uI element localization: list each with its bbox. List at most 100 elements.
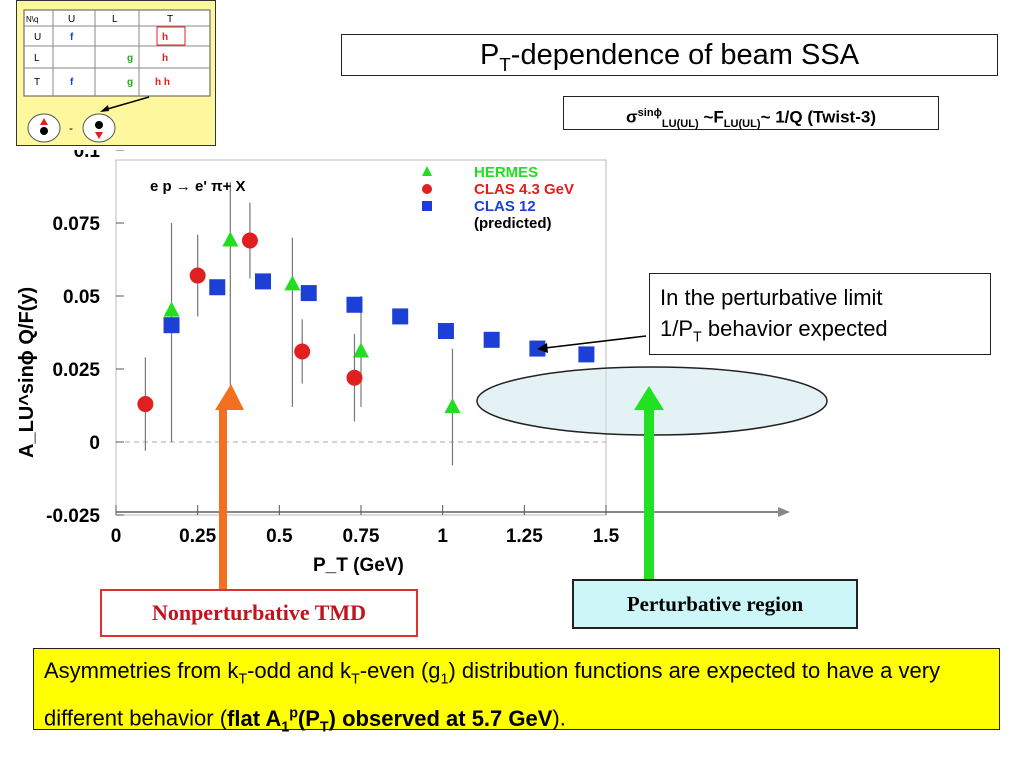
page-title: PT-dependence of beam SSA: [341, 34, 998, 76]
formula-f-sub: LU(UL): [723, 118, 761, 131]
summary-bold: flat A1p(PT) observed at 5.7 GeV: [227, 705, 553, 735]
summary-bold-text: ) observed at 5.7 GeV: [328, 705, 553, 731]
formula-sigma-sup: sinϕ: [637, 107, 662, 119]
tmd-pointer-head: [100, 105, 109, 112]
clas43-point: [189, 267, 206, 284]
y-tick-label: 0.05: [63, 287, 100, 308]
tmd-table-frame: [23, 9, 211, 97]
limit-note-line1: In the perturbative limit: [660, 285, 883, 310]
clas43-point: [241, 232, 258, 249]
tmd-cell-f1t: f: [70, 77, 74, 88]
y-tick-label: 0.1: [74, 150, 101, 162]
reaction-label: e p → e' π+ X: [150, 178, 246, 195]
clas43-point: [294, 343, 311, 360]
summary-bold-text: flat A: [227, 705, 282, 731]
summary-bold-sub: T: [319, 719, 329, 736]
clas12-point: [529, 340, 546, 357]
title-sub: T: [499, 53, 511, 75]
x-axis-label: P_T (GeV): [313, 555, 404, 576]
legend-marker-clas12: [422, 201, 432, 211]
tmd-cell-h1-h1t: h h: [155, 77, 170, 88]
y-axis-label: A_LU^sinϕ Q/F(y): [16, 287, 38, 458]
x-tick-label: 1: [437, 526, 448, 547]
limit-note-rest: behavior expected: [701, 316, 888, 341]
formula-sigma: σ: [626, 107, 638, 127]
formula-f: ~F: [698, 107, 724, 127]
tmd-pointer-line: [103, 96, 150, 111]
y-tick-label: -0.025: [46, 506, 100, 527]
hermes-point: [284, 275, 301, 291]
tmd-table-panel: N\q U L T U L T f h g h f g h h -: [16, 0, 216, 146]
scaling-formula: σsinϕLU(UL) ~FLU(UL)~ 1/Q (Twist-3): [563, 96, 939, 130]
title-text-rest: -dependence of beam SSA: [510, 39, 860, 71]
x-tick-label: 1.5: [593, 526, 620, 547]
tmd-cell-h1perp: h: [162, 32, 168, 43]
legend-marker-hermes: [422, 166, 432, 176]
clas12-point: [578, 346, 595, 363]
perturbative-limit-note: In the perturbative limit 1/PT behavior …: [649, 273, 991, 355]
summary-text: Asymmetries from k: [44, 658, 239, 683]
title-text-p: P: [479, 39, 500, 71]
x-tick-label: 0.25: [179, 526, 216, 547]
y-tick-label: 0.025: [52, 360, 100, 381]
clas12-point: [483, 331, 500, 348]
x-axis-arrowhead: [778, 507, 790, 517]
clas12-point: [255, 273, 271, 290]
perturbative-region-label: Perturbative region: [572, 579, 858, 629]
hermes-point: [163, 301, 180, 317]
legend-label: CLAS 4.3 GeV: [474, 181, 574, 198]
hermes-point: [222, 231, 239, 247]
tmd-cell-f1: f: [70, 32, 74, 43]
summary-box: Asymmetries from kT-odd and kT-even (g1)…: [33, 648, 1000, 735]
axis-layer: 0 0.25 0.5 0.75 1 1.25 1.5 0.1 0.075 0.05 0.025 0 -0…: [46, 150, 790, 547]
clas12-point: [437, 323, 454, 340]
tmd-table-corner: N\q: [26, 15, 38, 24]
summary-sub: T: [351, 671, 360, 688]
hermes-point: [444, 397, 461, 413]
tmd-cell-h1l: h: [162, 53, 168, 64]
tmd-row-header: T: [34, 77, 40, 88]
limit-note-line2: 1/PT behavior expected: [660, 313, 980, 353]
legend-label: HERMES: [474, 164, 538, 181]
hermes-point: [353, 342, 369, 358]
tmd-cell-g1t: g: [127, 77, 133, 88]
limit-note-pt-sub: T: [693, 329, 702, 346]
tmd-row-header: U: [34, 32, 41, 43]
y-axis-title: A_LU^sinϕ Q/F(y): [16, 287, 38, 458]
legend-label: CLAS 12: [474, 198, 536, 215]
x-tick-label: 0.5: [266, 526, 293, 547]
limit-note-pt: 1/P: [660, 316, 694, 341]
nonperturbative-tmd-label: Nonperturbative TMD: [100, 589, 418, 637]
clas12-point: [209, 279, 226, 296]
tmd-cell-g1l: g: [127, 53, 133, 64]
formula-sigma-sub: LU(UL): [661, 118, 699, 131]
legend-marker-clas43: [422, 184, 432, 194]
clas12-point: [300, 285, 317, 302]
summary-text: ).: [552, 705, 566, 731]
tmd-col-header: L: [112, 14, 118, 25]
tmd-col-header: U: [68, 14, 75, 25]
tmd-row-header: L: [34, 53, 40, 64]
legend-label: (predicted): [474, 215, 552, 232]
summary-bold-text: (P: [297, 705, 320, 731]
summary-bold-sub: 1: [281, 719, 290, 736]
summary-text: -even (g: [359, 658, 441, 683]
tmd-table-graphic: N\q U L T U L T f h g h f g h h -: [23, 9, 211, 143]
summary-sub: 1: [440, 671, 449, 688]
x-tick-label: 1.25: [506, 526, 543, 547]
clas43-point: [137, 396, 154, 413]
summary-bold-sup: p: [289, 705, 298, 722]
spin-diagram-minus: -: [69, 121, 73, 135]
summary-text: -odd and k: [247, 658, 352, 683]
clas12-point: [163, 317, 180, 334]
y-tick-label: 0.075: [52, 214, 100, 235]
y-tick-label: 0: [89, 433, 100, 454]
clas43-point: [346, 369, 363, 386]
formula-rest: ~ 1/Q (Twist-3): [760, 107, 876, 127]
x-tick-label: 0.75: [343, 526, 380, 547]
summary-sub: T: [238, 671, 248, 688]
clas12-point: [346, 296, 363, 313]
x-tick-label: 0: [111, 526, 122, 547]
